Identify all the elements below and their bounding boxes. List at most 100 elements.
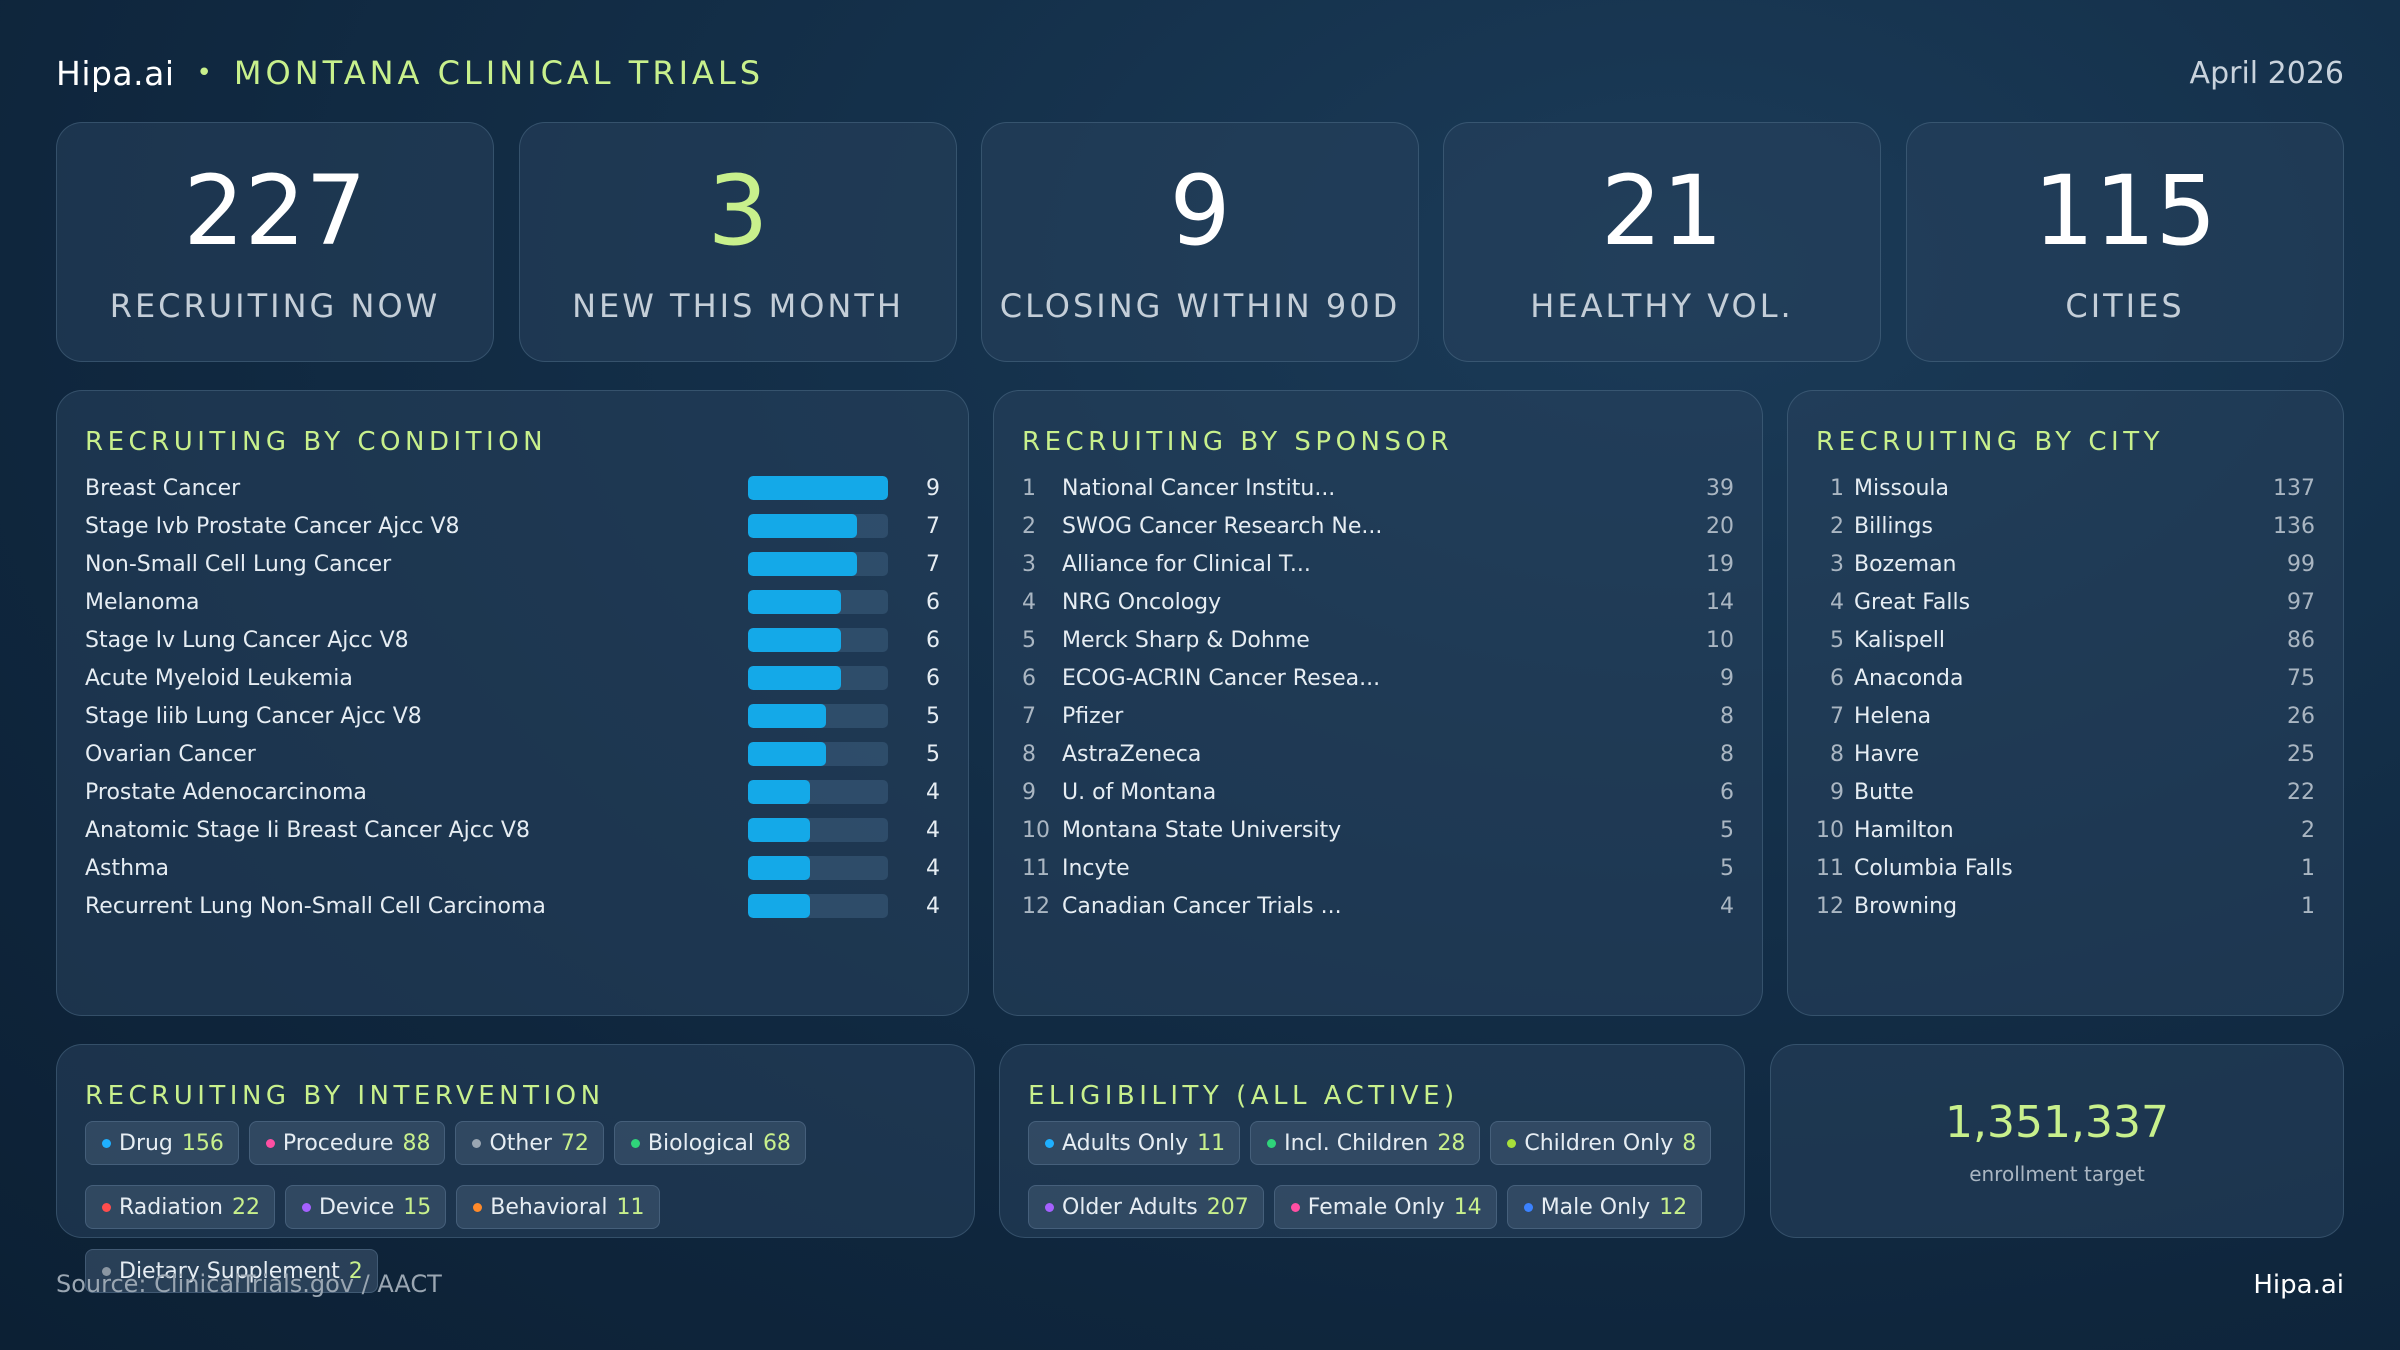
section-title: RECRUITING BY CONDITION	[85, 427, 548, 457]
intervention-label: Biological	[647, 1130, 754, 1156]
condition-count: 9	[926, 475, 940, 501]
kpi-new-this-month: 3 NEW THIS MONTH	[519, 122, 957, 362]
section-title: RECRUITING BY INTERVENTION	[85, 1081, 605, 1111]
panel-recruiting-by-sponsor: RECRUITING BY SPONSOR 1 National Cancer I…	[993, 390, 1763, 1016]
sponsor-count: 20	[1706, 513, 1734, 539]
sponsor-rank: 3	[1022, 551, 1036, 577]
report-date: April 2026	[2189, 55, 2344, 91]
intervention-label: Device	[318, 1194, 395, 1220]
city-name: Bozeman	[1854, 551, 1957, 577]
condition-bar	[748, 818, 811, 842]
intervention-count: 11	[616, 1194, 645, 1220]
condition-bar-track	[748, 894, 888, 918]
condition-bar	[748, 476, 888, 500]
section-title: RECRUITING BY CITY	[1816, 427, 2164, 457]
condition-row: Breast Cancer 9	[85, 469, 940, 507]
legend-dot-icon	[1290, 1202, 1300, 1212]
eligibility-chip: Incl. Children 28	[1250, 1121, 1481, 1165]
condition-bar	[748, 704, 826, 728]
condition-count: 4	[926, 855, 940, 881]
sponsor-name: SWOG Cancer Research Ne...	[1062, 513, 1383, 539]
eligibility-chip: Older Adults 207	[1028, 1185, 1264, 1229]
city-row: 5 Kalispell 86	[1816, 621, 2315, 659]
condition-name: Prostate Adenocarcinoma	[85, 779, 367, 805]
kpi-value: 115	[2033, 155, 2217, 267]
panel-enrollment-target: 1,351,337 enrollment target	[1770, 1044, 2344, 1238]
city-row: 1 Missoula 137	[1816, 469, 2315, 507]
sponsor-rank: 2	[1022, 513, 1036, 539]
intervention-chip: Radiation 22	[85, 1185, 275, 1229]
city-count: 1	[2301, 893, 2315, 919]
condition-row: Stage Iiib Lung Cancer Ajcc V8 5	[85, 697, 940, 735]
intervention-chip: Behavioral 11	[456, 1185, 660, 1229]
kpi-value: 9	[1169, 155, 1231, 267]
sponsor-rank: 4	[1022, 589, 1036, 615]
sponsor-row: 9 U. of Montana 6	[1022, 773, 1734, 811]
enrollment-label: enrollment target	[1969, 1161, 2145, 1186]
condition-row: Non-Small Cell Lung Cancer 7	[85, 545, 940, 583]
eligibility-count: 12	[1659, 1194, 1688, 1220]
enrollment-value: 1,351,337	[1945, 1096, 2169, 1148]
condition-bar	[748, 856, 811, 880]
city-name: Great Falls	[1854, 589, 1971, 615]
kpi-value: 21	[1600, 155, 1724, 267]
condition-bar	[748, 666, 842, 690]
sponsor-rank: 7	[1022, 703, 1036, 729]
kpi-label: NEW THIS MONTH	[572, 287, 904, 325]
sponsor-row: 8 AstraZeneca 8	[1022, 735, 1734, 773]
intervention-count: 2	[348, 1258, 363, 1284]
sponsor-row: 12 Canadian Cancer Trials ... 4	[1022, 887, 1734, 925]
footer-brand: Hipa.ai	[2253, 1270, 2344, 1300]
kpi-recruiting-now: 227 RECRUITING NOW	[56, 122, 494, 362]
city-name: Columbia Falls	[1854, 855, 2013, 881]
sponsor-name: U. of Montana	[1062, 779, 1217, 805]
condition-count: 5	[926, 703, 940, 729]
condition-row: Melanoma 6	[85, 583, 940, 621]
panel-recruiting-by-condition: RECRUITING BY CONDITION Breast Cancer 9 St…	[56, 390, 969, 1016]
condition-count: 4	[926, 893, 940, 919]
city-row: 3 Bozeman 99	[1816, 545, 2315, 583]
intervention-chip: Biological 68	[613, 1121, 806, 1165]
city-name: Kalispell	[1854, 627, 1945, 653]
city-row: 10 Hamilton 2	[1816, 811, 2315, 849]
condition-bar-track	[748, 514, 888, 538]
sponsor-rank: 10	[1022, 817, 1050, 843]
condition-name: Recurrent Lung Non-Small Cell Carcinoma	[85, 893, 546, 919]
sponsor-rank: 8	[1022, 741, 1036, 767]
condition-count: 7	[926, 551, 940, 577]
sponsor-count: 8	[1720, 703, 1734, 729]
condition-name: Stage Iiib Lung Cancer Ajcc V8	[85, 703, 422, 729]
header: Hipa.ai • MONTANA CLINICAL TRIALS April …	[56, 50, 2344, 96]
legend-dot-icon	[1507, 1138, 1517, 1148]
sponsor-row: 10 Montana State University 5	[1022, 811, 1734, 849]
source-note: Source: ClinicalTrials.gov / AACT	[56, 1270, 442, 1298]
legend-dot-icon	[473, 1202, 483, 1212]
sponsor-row: 7 Pfizer 8	[1022, 697, 1734, 735]
city-count: 1	[2301, 855, 2315, 881]
condition-bar-track	[748, 856, 888, 880]
condition-list: Breast Cancer 9 Stage Ivb Prostate Cancer …	[85, 469, 940, 925]
intervention-chip: Dietary Supplement 2	[85, 1249, 378, 1293]
intervention-label: Procedure	[282, 1130, 394, 1156]
sponsor-count: 5	[1720, 855, 1734, 881]
eligibility-count: 28	[1437, 1130, 1466, 1156]
sponsor-name: Incyte	[1062, 855, 1130, 881]
condition-count: 6	[926, 627, 940, 653]
kpi-label: CITIES	[2065, 287, 2185, 325]
city-rank: 8	[1830, 741, 1844, 767]
condition-bar	[748, 780, 811, 804]
condition-name: Stage Ivb Prostate Cancer Ajcc V8	[85, 513, 460, 539]
city-count: 75	[2287, 665, 2315, 691]
kpi-value: 3	[707, 155, 769, 267]
condition-row: Ovarian Cancer 5	[85, 735, 940, 773]
condition-bar-track	[748, 818, 888, 842]
sponsor-count: 9	[1720, 665, 1734, 691]
sponsor-name: AstraZeneca	[1062, 741, 1202, 767]
kpi-label: CLOSING WITHIN 90D	[999, 287, 1401, 325]
condition-bar-track	[748, 628, 888, 652]
sponsor-rank: 1	[1022, 475, 1036, 501]
sponsor-rank: 11	[1022, 855, 1050, 881]
city-row: 12 Browning 1	[1816, 887, 2315, 925]
condition-name: Melanoma	[85, 589, 200, 615]
intervention-chip: Procedure 88	[248, 1121, 446, 1165]
